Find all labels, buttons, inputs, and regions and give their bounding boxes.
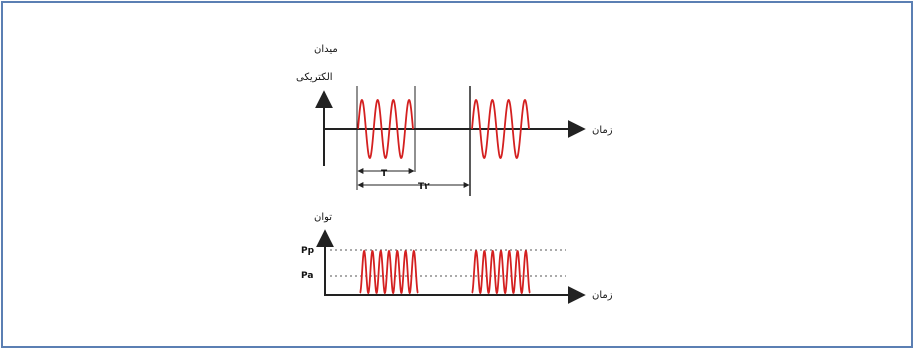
top-pulse-2 — [471, 98, 530, 160]
bottom-y-label: توان — [314, 212, 332, 223]
top-y-label-line1: میدان — [314, 44, 338, 55]
top-pulse-1 — [357, 98, 414, 160]
bottom-x-label: زمان — [592, 290, 613, 301]
figure-frame — [1, 1, 913, 348]
t2-label: T۲ — [418, 182, 430, 192]
top-y-label-line2: الکتریکی — [296, 72, 333, 83]
t-label: T — [381, 169, 388, 179]
power-pulse-1 — [359, 249, 419, 295]
power-pulse-2 — [471, 249, 531, 295]
level-high-label: Pp — [301, 246, 315, 256]
level-low-label: Pa — [301, 271, 313, 281]
bottom-plot: توان زمان Pp Pa — [301, 212, 613, 304]
top-plot: میدان الکتریکی زمان T T۲ — [296, 44, 613, 196]
top-x-label: زمان — [592, 125, 613, 136]
